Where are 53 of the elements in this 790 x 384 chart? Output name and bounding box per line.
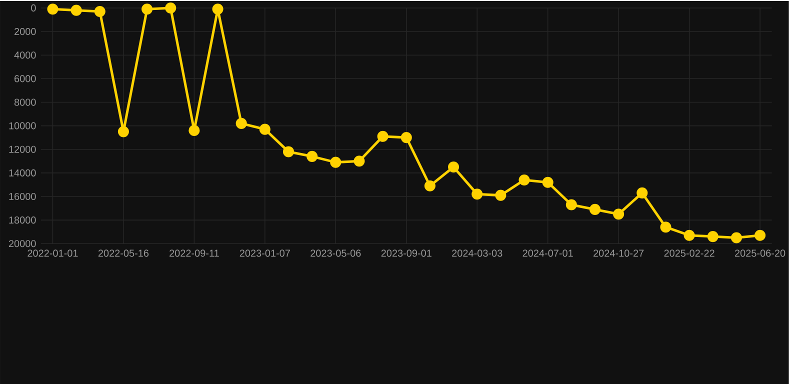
point (142, 3, 153, 14)
point (566, 199, 577, 210)
x-tick-label: 2022-01-01 (28, 249, 78, 257)
x-tick-label: 2025-02-22 (664, 249, 714, 257)
point (660, 221, 672, 232)
y-tick-label: 6000 (14, 74, 36, 82)
point (707, 230, 718, 242)
point (730, 232, 742, 244)
point (589, 204, 601, 215)
y-tick-label: 16000 (9, 192, 36, 200)
point (542, 176, 554, 188)
point (354, 155, 365, 166)
point (754, 230, 766, 241)
y-tick-label: 14000 (9, 169, 36, 176)
point (400, 132, 412, 143)
point (212, 3, 224, 14)
y-tick-label: 10000 (9, 122, 36, 130)
point (47, 3, 58, 14)
point (636, 187, 648, 198)
x-tick-label: 2023-01-07 (240, 249, 290, 257)
point (424, 180, 436, 192)
point (282, 146, 294, 158)
point (188, 124, 200, 136)
x-tick-label: 2022-09-11 (170, 249, 219, 257)
point (330, 156, 342, 168)
x-tick-label: 2025-06-20 (734, 249, 786, 257)
point (495, 190, 506, 201)
x-tick-label: 2024-10-27 (594, 249, 644, 257)
point (518, 174, 530, 186)
y-tick-label: 2000 (14, 28, 36, 35)
x-tick-label: 2023-05-06 (310, 249, 361, 257)
point (377, 130, 388, 142)
point (259, 124, 270, 135)
point (472, 188, 483, 200)
y-tick-label: 18000 (9, 216, 36, 224)
point (448, 161, 460, 172)
point (684, 230, 695, 241)
point (613, 208, 624, 220)
y-tick-label: 4000 (14, 51, 36, 58)
y-tick-label: 12000 (9, 146, 36, 153)
y-tick-label: 20000 (8, 240, 36, 247)
point (236, 118, 247, 129)
point (165, 2, 176, 14)
point (70, 4, 82, 16)
x-tick-label: 2024-03-03 (452, 249, 502, 257)
y-tick-label: 8000 (14, 98, 36, 106)
x-tick-label: 2024-07-01 (522, 249, 573, 257)
point (94, 6, 106, 17)
point (306, 150, 318, 162)
x-tick-label: 2023-09-01 (381, 249, 432, 257)
x-tick-label: 2022-05-16 (98, 249, 149, 257)
point (118, 126, 129, 138)
y-tick-label: 0 (31, 4, 36, 12)
